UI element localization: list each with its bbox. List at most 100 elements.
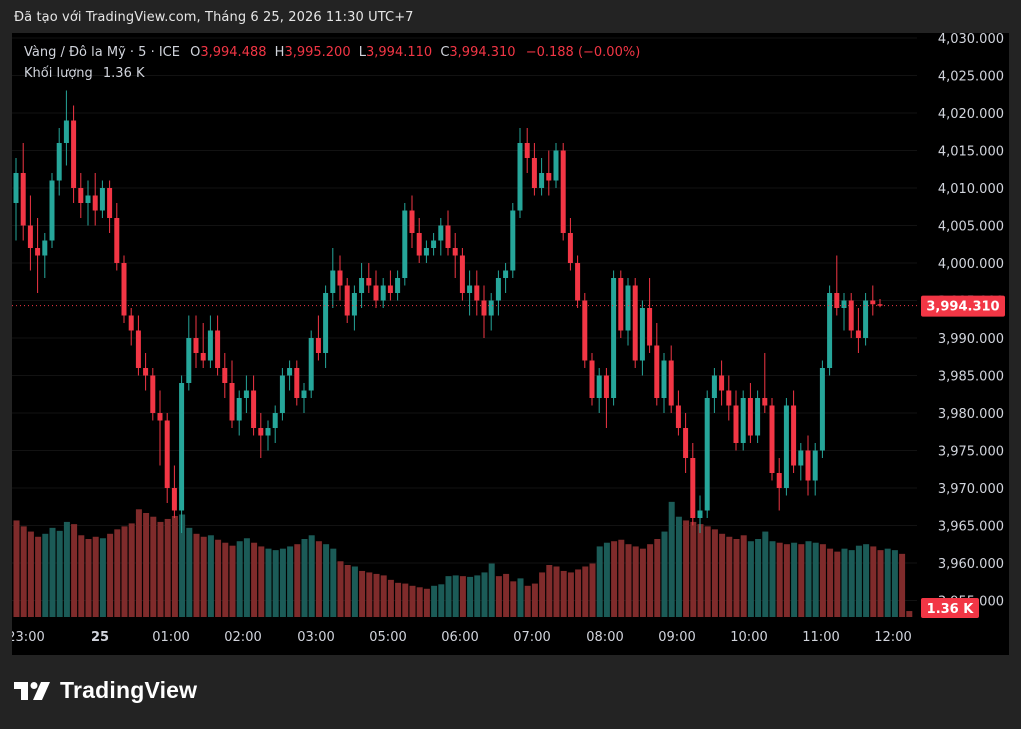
candle-body[interactable] [855, 330, 861, 339]
candle-body[interactable] [675, 405, 681, 429]
candle-body[interactable] [798, 450, 804, 466]
candle-body[interactable] [13, 173, 19, 203]
candle-body[interactable] [495, 278, 501, 301]
candle-body[interactable] [294, 368, 300, 398]
candle-body[interactable] [819, 368, 825, 451]
candle-body[interactable] [373, 285, 379, 301]
candle-body[interactable] [690, 458, 696, 518]
candle-body[interactable] [279, 375, 285, 414]
candle-body[interactable] [697, 510, 703, 519]
tradingview-logo[interactable]: TradingView [14, 677, 197, 704]
candle-body[interactable] [323, 293, 329, 353]
candle-body[interactable] [459, 255, 465, 294]
candle-body[interactable] [380, 285, 386, 301]
candle-body[interactable] [438, 225, 444, 241]
candle-body[interactable] [92, 195, 98, 211]
candle-body[interactable] [625, 285, 631, 331]
candle-body[interactable] [611, 278, 617, 398]
candle-body[interactable] [366, 278, 372, 286]
candle-body[interactable] [179, 383, 185, 511]
candle-body[interactable] [258, 428, 264, 436]
candle-body[interactable] [618, 278, 624, 331]
candle-body[interactable] [387, 285, 393, 294]
candle-body[interactable] [63, 120, 69, 144]
candle-body[interactable] [539, 173, 545, 188]
candle-body[interactable] [200, 353, 206, 361]
candle-body[interactable] [783, 405, 789, 489]
candle-body[interactable] [287, 368, 293, 376]
candle-body[interactable] [762, 398, 768, 406]
candle-body[interactable] [805, 450, 811, 481]
candle-body[interactable] [654, 345, 660, 399]
chart-svg[interactable]: 4,030.000 4,025.000 4,020.000 4,015.000 4,01… [7, 32, 1009, 655]
candle-body[interactable] [330, 270, 336, 294]
candle-body[interactable] [351, 293, 357, 316]
candle-body[interactable] [215, 330, 221, 369]
candle-body[interactable] [517, 143, 523, 211]
candle-body[interactable] [27, 225, 33, 249]
candle-body[interactable] [99, 188, 105, 211]
candle-body[interactable] [863, 300, 869, 339]
candle-body[interactable] [402, 210, 408, 279]
candle-body[interactable] [575, 263, 581, 301]
candle-body[interactable] [157, 413, 163, 421]
candle-body[interactable] [251, 390, 257, 429]
candle-body[interactable] [589, 360, 595, 399]
candle-body[interactable] [632, 285, 638, 361]
candle-body[interactable] [726, 390, 732, 406]
candle-body[interactable] [164, 420, 170, 489]
candle-body[interactable] [834, 293, 840, 308]
candle-body[interactable] [668, 360, 674, 406]
candle-body[interactable] [301, 390, 307, 399]
candle-body[interactable] [877, 304, 883, 306]
candle-body[interactable] [553, 150, 559, 181]
candle-body[interactable] [265, 428, 271, 436]
candle-body[interactable] [236, 398, 242, 421]
volume-label[interactable]: Khối lượng [24, 66, 93, 81]
candle-body[interactable] [870, 300, 876, 305]
candle-body[interactable] [531, 158, 537, 188]
candle-body[interactable] [121, 263, 127, 316]
candle-body[interactable] [812, 450, 818, 481]
candle-body[interactable] [49, 180, 55, 241]
candle-body[interactable] [416, 233, 422, 256]
symbol-label[interactable]: Vàng / Đô la Mỹ · 5 · ICE [24, 45, 180, 60]
candle-body[interactable] [344, 285, 350, 316]
candle-body[interactable] [524, 143, 530, 158]
candle-body[interactable] [560, 150, 566, 234]
candle-body[interactable] [308, 338, 314, 391]
candle-body[interactable] [431, 240, 437, 249]
candle-body[interactable] [193, 338, 199, 353]
candle-body[interactable] [683, 428, 689, 458]
candle-body[interactable] [85, 195, 91, 204]
candle-body[interactable] [740, 398, 746, 443]
candle-body[interactable] [467, 285, 473, 294]
candle-body[interactable] [143, 368, 149, 376]
candle-body[interactable] [503, 270, 509, 279]
candle-body[interactable] [603, 375, 609, 399]
candle-body[interactable] [452, 248, 458, 256]
candle-body[interactable] [56, 143, 62, 181]
candle-body[interactable] [35, 248, 41, 256]
candle-body[interactable] [827, 293, 833, 368]
candle-body[interactable] [135, 330, 141, 369]
candle-body[interactable] [42, 240, 48, 256]
candle-body[interactable] [567, 233, 573, 263]
candle-body[interactable] [229, 383, 235, 421]
candle-body[interactable] [445, 225, 451, 249]
candle-body[interactable] [359, 278, 365, 293]
candle-body[interactable] [733, 405, 739, 444]
candle-body[interactable] [546, 173, 552, 181]
candle-body[interactable] [474, 285, 480, 301]
candle-body[interactable] [776, 473, 782, 488]
candle-body[interactable] [639, 308, 645, 361]
candle-body[interactable] [20, 173, 26, 226]
candle-body[interactable] [150, 375, 156, 414]
candle-body[interactable] [222, 368, 228, 383]
candle-body[interactable] [423, 248, 429, 256]
chart-panel[interactable]: 4,030.000 4,025.000 4,020.000 4,015.000 4,01… [7, 32, 1009, 655]
candle-body[interactable] [711, 375, 717, 399]
candle-body[interactable] [409, 210, 415, 234]
candle-body[interactable] [848, 300, 854, 331]
candle-body[interactable] [272, 413, 278, 428]
